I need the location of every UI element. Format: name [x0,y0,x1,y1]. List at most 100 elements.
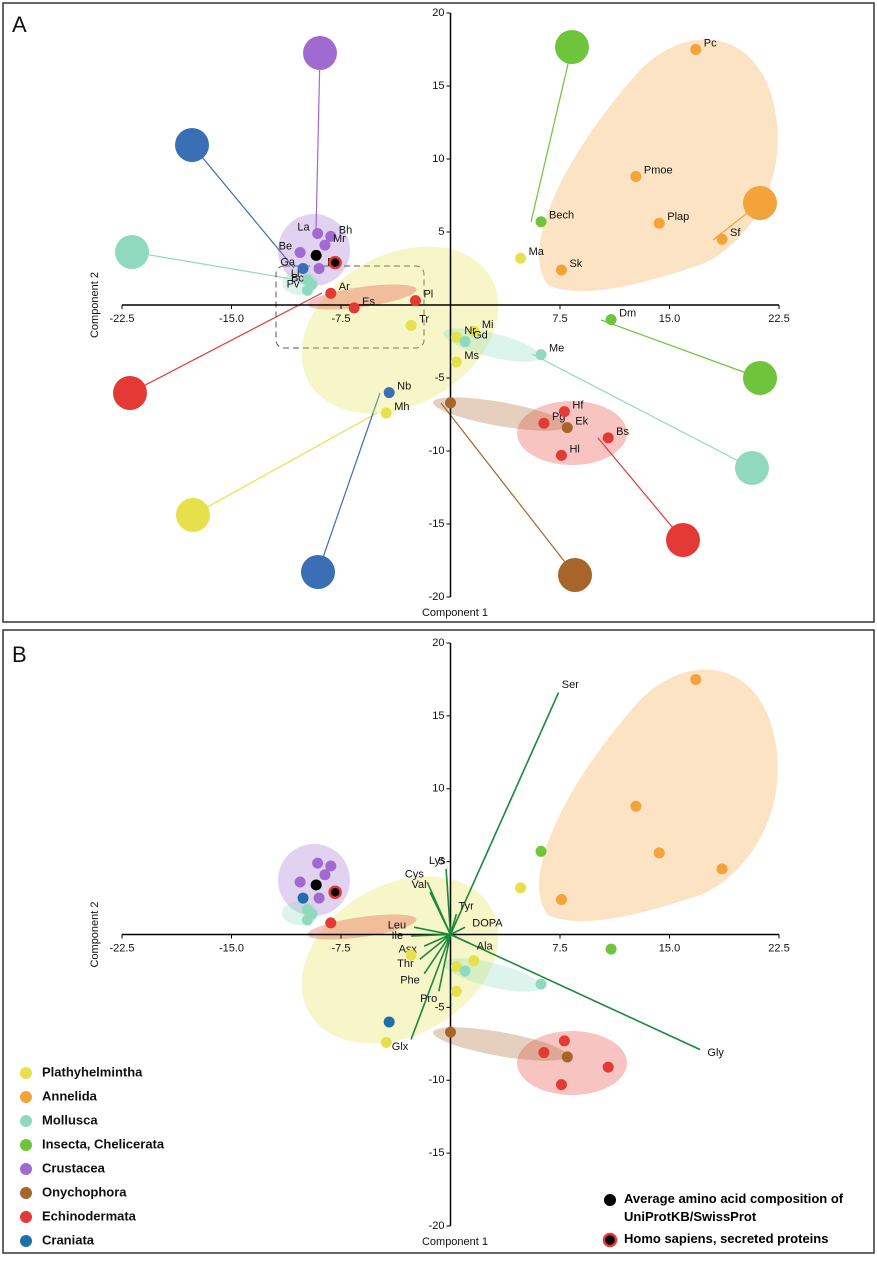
data-point [460,336,471,347]
vector-label: Ser [562,679,579,691]
data-point [559,406,570,417]
x-tick-label: 22.5 [768,942,789,954]
data-point [319,869,330,880]
y-tick-label: 20 [432,7,444,19]
vector-label: Glx [392,1041,409,1053]
legend-swatch [20,1187,32,1199]
legend-swatch [20,1091,32,1103]
legend-label: Craniata [42,1232,95,1247]
vector-label: Pro [420,993,437,1005]
legend-label: Average amino acid composition of UniPro… [624,1190,869,1226]
legend-label: Mollusca [42,1112,98,1127]
y-axis-title: Component 2 [89,272,101,338]
legend-label: Echinodermata [42,1208,137,1223]
chart: -22.5-15.0-7.57.515.022.5-20-15-10-55101… [12,637,874,1257]
data-point [445,1027,456,1038]
data-point [406,949,417,960]
legend-swatch [604,1194,616,1206]
data-point [410,295,421,306]
point-label: Dm [619,308,636,320]
data-point [295,247,306,258]
data-point [298,263,309,274]
point-label: Bech [549,210,574,222]
legend-label: Onychophora [42,1184,127,1199]
data-point [381,408,392,419]
x-tick-label: -7.5 [332,313,351,325]
point-label: Pl [423,289,433,301]
point-label: Es [362,296,375,308]
legend-swatch [20,1163,32,1175]
data-point [451,356,462,367]
x-axis-title: Component 1 [422,607,488,619]
data-point [562,422,573,433]
x-tick-label: -15.0 [219,942,244,954]
x-tick-label: -22.5 [109,942,134,954]
data-point [330,887,341,898]
data-point [312,228,323,239]
data-point [717,863,728,874]
point-label: Gd [473,329,488,341]
y-tick-label: 10 [432,153,444,165]
y-tick-label: -15 [429,518,445,530]
x-tick-label: -7.5 [332,942,351,954]
legend-label: Annelida [42,1088,98,1103]
data-point [606,314,617,325]
legend-swatch [20,1211,32,1223]
data-point [690,44,701,55]
data-point [298,893,309,904]
data-point [515,253,526,264]
data-point [536,846,547,857]
x-tick-label: 15.0 [659,942,680,954]
y-tick-label: 5 [438,226,444,238]
data-point [319,240,330,251]
data-point [717,234,728,245]
point-label: Sk [569,258,582,270]
x-tick-label: 22.5 [768,313,789,325]
point-label: Ma [529,246,545,258]
legend-label: Insecta, Chelicerata [42,1136,165,1151]
point-label: Bs [616,426,629,438]
legend-label: Crustacea [42,1160,106,1175]
point-label: Plap [667,211,689,223]
data-point [311,879,322,890]
data-point [654,847,665,858]
x-tick-label: 15.0 [659,313,680,325]
data-point [515,882,526,893]
y-tick-label: 10 [432,783,444,795]
data-point [536,979,547,990]
data-point [536,349,547,360]
x-tick-label: 7.5 [552,942,567,954]
data-point [295,877,306,888]
point-label: La [297,221,310,233]
data-point [460,965,471,976]
data-point [603,432,614,443]
data-point [559,1035,570,1046]
vector-label: Phe [400,974,420,986]
vector-label: Lys [429,855,446,867]
data-point [311,250,322,261]
point-label: Bc [291,272,304,284]
point-label: Me [549,343,564,355]
legend-swatch [20,1139,32,1151]
hulls [272,39,778,465]
legend-swatch [20,1067,32,1079]
y-tick-label: -20 [429,1220,445,1232]
data-point [690,674,701,685]
data-point [314,893,325,904]
point-label: Ga [280,256,296,268]
data-point [381,1037,392,1048]
data-point [445,397,456,408]
data-point [325,288,336,299]
data-point [314,263,325,274]
data-point [556,450,567,461]
x-tick-label: -22.5 [109,313,134,325]
point-label: Hl [569,443,579,455]
vector-label: Ala [477,940,494,952]
point-label: Mh [394,401,409,413]
data-point [556,264,567,275]
point-label: Ms [464,350,479,362]
page: {"chart_data": [ {"type": "scatter", "pa… [0,0,877,1262]
data-point [606,944,617,955]
y-tick-label: 15 [432,710,444,722]
data-point [384,387,395,398]
